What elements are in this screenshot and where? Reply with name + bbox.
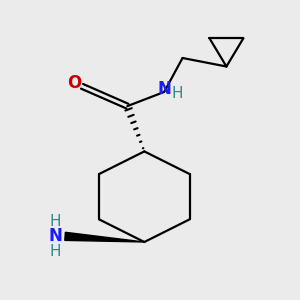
Text: H: H: [50, 244, 61, 259]
Text: O: O: [67, 74, 81, 92]
Text: H: H: [50, 214, 61, 229]
Polygon shape: [65, 232, 144, 242]
Text: H: H: [171, 86, 183, 101]
Text: N: N: [157, 80, 171, 98]
Text: N: N: [48, 227, 62, 245]
